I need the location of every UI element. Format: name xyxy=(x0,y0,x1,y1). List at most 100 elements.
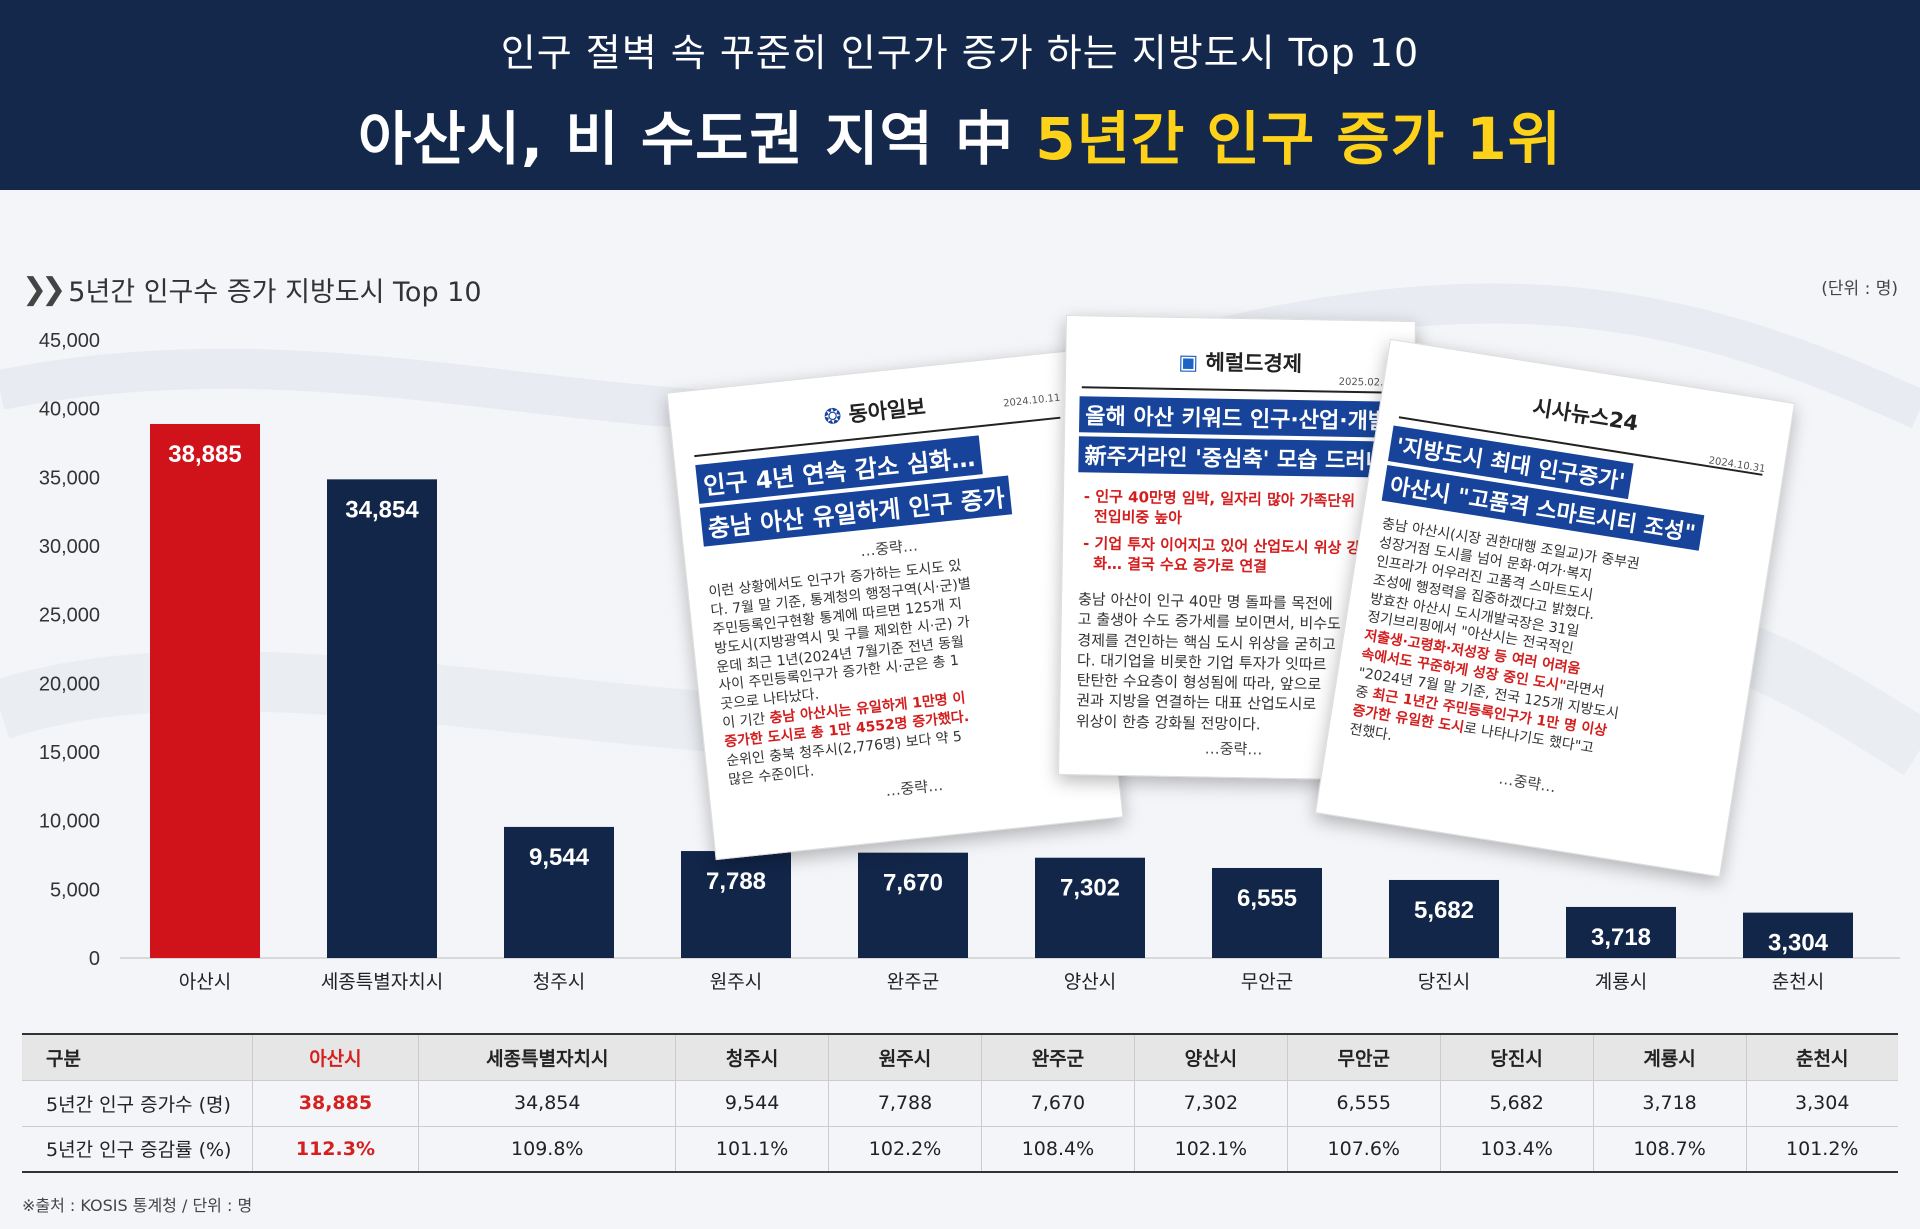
table-cell: 102.1% xyxy=(1133,1126,1288,1173)
table-cell: 7,788 xyxy=(828,1080,982,1127)
x-tick-label: 원주시 xyxy=(710,971,762,993)
unit-label: (단위 : 명) xyxy=(1821,279,1898,299)
bar-chart: 0 5,000 10,000 15,000 20,000 25,000 30,000 35,0… xyxy=(39,330,1900,993)
bar-value-label: 34,854 xyxy=(345,496,419,523)
header-title-main: 아산시, 비 수도권 지역 中 xyxy=(357,105,1036,173)
x-tick-label: 양산시 xyxy=(1064,971,1116,993)
bar-value-label: 9,544 xyxy=(529,844,590,871)
table-cell: 108.7% xyxy=(1592,1126,1747,1173)
x-tick-label: 아산시 xyxy=(179,971,231,993)
bar xyxy=(1743,912,1853,958)
news-logo-text: 헤럴드경제 xyxy=(1205,350,1303,377)
table-cell: 7,670 xyxy=(980,1080,1135,1127)
y-tick-label: 35,000 xyxy=(39,467,100,489)
x-tick-label: 청주시 xyxy=(533,971,585,993)
table-cell: 6,555 xyxy=(1286,1080,1441,1127)
bar xyxy=(1566,906,1676,958)
header-title-highlight: 5년간 인구 증가 1위 xyxy=(1035,105,1563,173)
table-row: 5년간 인구 증가수 (명) 38,885 34,854 9,544 7,788… xyxy=(22,1080,1898,1127)
bar xyxy=(1389,879,1499,958)
table-cell: 108.4% xyxy=(980,1126,1135,1173)
table-row: 5년간 인구 증감률 (%) 112.3% 109.8% 101.1% 102.… xyxy=(22,1126,1898,1173)
bar xyxy=(504,826,614,958)
news-body: 이런 상황에서도 인구가 증가하는 도시도 있 다. 7월 말 기준, 통계청의… xyxy=(687,537,1116,798)
table-cell: 34,854 xyxy=(418,1080,676,1127)
bar-value-label: 6,555 xyxy=(1237,885,1297,912)
table-row-label: 5년간 인구 증감률 (%) xyxy=(22,1126,252,1173)
bar-value-label: 7,788 xyxy=(706,868,766,895)
table-header-cell: 세종특별자치시 xyxy=(418,1033,676,1081)
y-tick-label: 20,000 xyxy=(39,673,100,695)
news-clipping-donga: ❂ 동아일보 2024.10.11 인구 4년 연속 감소 심화… 충남 아산 … xyxy=(666,349,1124,861)
x-tick-label: 무안군 xyxy=(1241,971,1293,993)
x-tick-label: 완주군 xyxy=(887,971,939,993)
table-cell: 103.4% xyxy=(1439,1126,1594,1173)
y-tick-label: 45,000 xyxy=(39,330,100,352)
y-tick-label: 25,000 xyxy=(39,605,100,627)
bar xyxy=(681,851,791,958)
table-header-cell: 구분 xyxy=(22,1033,252,1081)
chart-title-text: 5년간 인구수 증가 지방도시 Top 10 xyxy=(68,277,482,308)
news-body-text: 이 기간 xyxy=(721,710,771,732)
table-header-cell: 무안군 xyxy=(1286,1033,1441,1081)
news-headlines: 올해 아산 키워드 인구·산업·개발 新주거라인 '중심축' 모습 드러내 xyxy=(1064,392,1413,478)
table-header-cell: 계룡시 xyxy=(1592,1033,1747,1081)
bar xyxy=(150,423,260,958)
table-cell: 109.8% xyxy=(418,1126,676,1173)
x-tick-label: 춘천시 xyxy=(1772,971,1824,993)
bar xyxy=(1212,867,1322,958)
table-header-cell: 아산시 xyxy=(251,1033,419,1081)
table-cell: 7,302 xyxy=(1133,1080,1288,1127)
table-cell: 5,682 xyxy=(1439,1080,1594,1127)
header-banner: 인구 절벽 속 꾸준히 인구가 증가 하는 지방도시 Top 10 아산시, 비… xyxy=(0,0,1920,190)
bar-value-label: 5,682 xyxy=(1414,897,1474,924)
y-tick-label: 30,000 xyxy=(39,536,100,558)
news-clipping-sisanews: 시사뉴스24 2024.10.31 '지방도시 최대 인구증가' 아산시 "고품… xyxy=(1314,338,1796,878)
table-cell: 102.2% xyxy=(828,1126,982,1173)
y-tick-label: 0 xyxy=(89,948,100,970)
header-subtitle: 인구 절벽 속 꾸준히 인구가 증가 하는 지방도시 Top 10 xyxy=(500,31,1420,75)
newspaper-emblem-icon: ❂ xyxy=(822,403,843,430)
news-logo-text: 시사뉴스24 xyxy=(1531,395,1640,436)
table-cell: 112.3% xyxy=(251,1126,419,1173)
x-tick-label: 세종특별자치시 xyxy=(321,971,443,993)
table-header-cell: 양산시 xyxy=(1133,1033,1288,1081)
bar-value-label: 3,718 xyxy=(1591,924,1651,951)
table-cell: 101.2% xyxy=(1745,1126,1898,1173)
source-note: ※출처 : KOSIS 통계청 / 단위 : 명 xyxy=(22,1196,253,1215)
table-cell: 101.1% xyxy=(675,1126,829,1173)
table-cell: 9,544 xyxy=(675,1080,829,1127)
bar-value-label: 7,670 xyxy=(883,870,943,897)
y-tick-label: 5,000 xyxy=(50,879,100,901)
x-tick-label: 당진시 xyxy=(1418,971,1470,993)
bar xyxy=(858,852,968,958)
table-cell: 3,718 xyxy=(1592,1080,1747,1127)
table-cell: 107.6% xyxy=(1286,1126,1441,1173)
y-tick-label: 40,000 xyxy=(39,399,100,421)
table-row-label: 5년간 인구 증가수 (명) xyxy=(22,1080,252,1127)
news-headline: 新주거라인 '중심축' 모습 드러내 xyxy=(1078,436,1393,478)
news-headline: 올해 아산 키워드 인구·산업·개발 xyxy=(1078,396,1395,438)
table-header-cell: 춘천시 xyxy=(1745,1033,1898,1081)
bar-value-label: 38,885 xyxy=(168,441,241,468)
news-logo-herald: ▣ 헤럴드경제 xyxy=(1066,344,1414,380)
news-logo-text: 동아일보 xyxy=(847,394,927,427)
table-cell: 38,885 xyxy=(251,1080,419,1127)
table-cell: 3,304 xyxy=(1745,1080,1898,1127)
data-table: 구분 아산시 세종특별자치시 청주시 원주시 완주군 양산시 무안군 당진시 계… xyxy=(22,1033,1898,1173)
table-header-cell: 청주시 xyxy=(675,1033,829,1081)
chart-title: ❯❯ 5년간 인구수 증가 지방도시 Top 10 xyxy=(22,270,482,309)
news-body-text: 이런 상황에서도 인구가 증가하는 도시도 있 다. 7월 말 기준, 통계청의… xyxy=(707,557,972,714)
newspaper-emblem-icon: ▣ xyxy=(1178,349,1199,375)
double-chevron-right-icon: ❯❯ xyxy=(22,272,66,307)
bar xyxy=(327,479,437,958)
bar-value-label: 3,304 xyxy=(1768,930,1829,957)
bar xyxy=(1035,857,1145,958)
table-header-row: 구분 아산시 세종특별자치시 청주시 원주시 완주군 양산시 무안군 당진시 계… xyxy=(22,1033,1898,1081)
bar-value-label: 7,302 xyxy=(1060,875,1120,902)
table-header-cell: 완주군 xyxy=(980,1033,1135,1081)
y-tick-label: 15,000 xyxy=(39,742,100,764)
table-header-cell: 당진시 xyxy=(1439,1033,1594,1081)
table-header-cell: 원주시 xyxy=(828,1033,982,1081)
header-title: 아산시, 비 수도권 지역 中 5년간 인구 증가 1위 xyxy=(0,92,1920,176)
